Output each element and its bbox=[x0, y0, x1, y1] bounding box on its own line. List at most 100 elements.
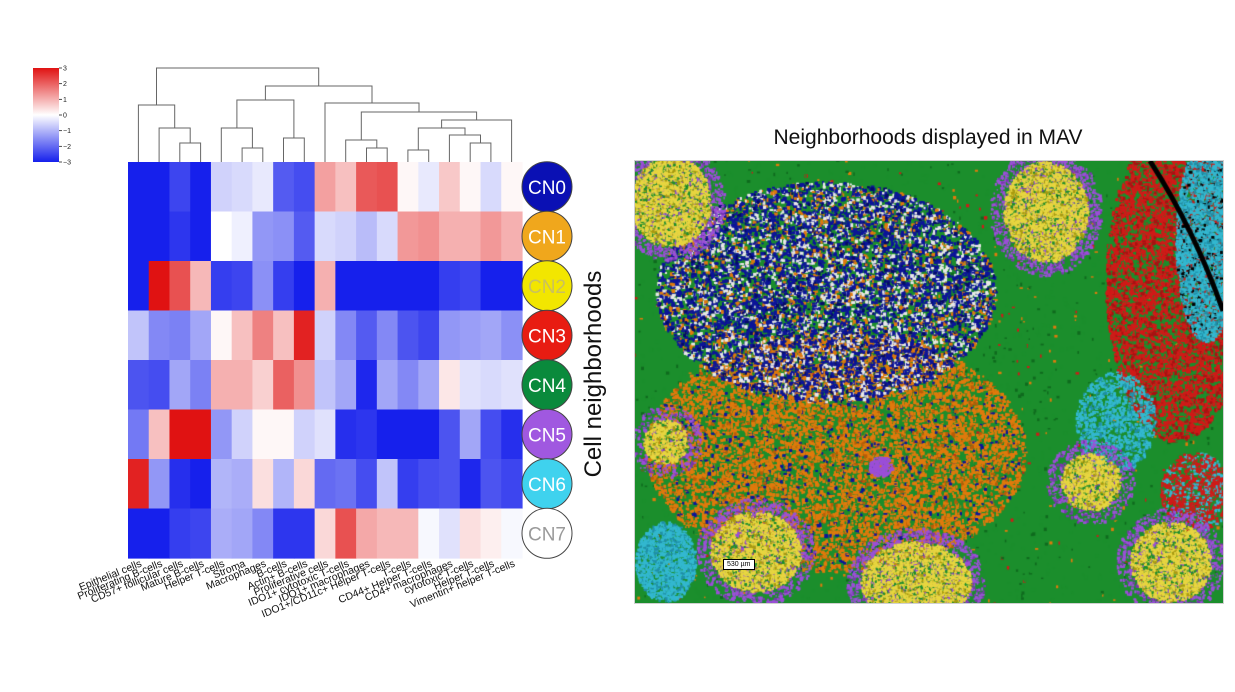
dendrogram-branch bbox=[137, 104, 176, 162]
dendrogram-branch bbox=[360, 111, 478, 140]
colorbar-gradient bbox=[33, 68, 59, 162]
heatmap-cell bbox=[273, 360, 295, 411]
row-label: CN2 bbox=[528, 277, 566, 298]
heatmap-cell bbox=[376, 459, 399, 510]
heatmap-cell bbox=[169, 310, 191, 361]
row-label: CN5 bbox=[528, 425, 566, 446]
heatmap-cell bbox=[210, 310, 233, 361]
heatmap-cell bbox=[459, 409, 482, 460]
heatmap-cell bbox=[293, 508, 316, 559]
colorbar-tick-label: 0 bbox=[63, 113, 67, 120]
heatmap-cell bbox=[459, 211, 482, 262]
dendrogram-branch bbox=[236, 99, 295, 138]
dendrogram-branch bbox=[469, 142, 492, 162]
dendrogram-branch bbox=[283, 137, 305, 162]
dendrogram-branch bbox=[366, 147, 388, 162]
row-label: CN3 bbox=[528, 326, 566, 347]
heatmap-cell bbox=[148, 459, 171, 510]
heatmap-cell bbox=[335, 459, 357, 510]
heatmap-cell bbox=[376, 360, 399, 411]
heatmap-cell bbox=[273, 261, 295, 312]
heatmap-cell bbox=[501, 162, 523, 213]
heatmap-cell bbox=[356, 360, 378, 411]
heatmap-cell bbox=[190, 459, 212, 510]
heatmap-cell bbox=[356, 162, 378, 213]
heatmap-cell bbox=[397, 459, 419, 510]
heatmap-cell bbox=[314, 261, 336, 312]
heatmap-cell bbox=[231, 261, 254, 312]
heatmap-cell bbox=[128, 360, 150, 411]
heatmap-cell bbox=[273, 409, 295, 460]
dendrogram-branch bbox=[441, 119, 513, 162]
heatmap-cell bbox=[501, 360, 523, 411]
heatmap-cell bbox=[335, 409, 357, 460]
heatmap-cell bbox=[335, 211, 357, 262]
heatmap-cell bbox=[210, 211, 233, 262]
heatmap-cell bbox=[397, 310, 419, 361]
heatmap-cell bbox=[314, 459, 336, 510]
heatmap-cell bbox=[459, 508, 482, 559]
heatmap-cell bbox=[376, 409, 399, 460]
heatmap-cell bbox=[501, 459, 523, 510]
heatmap-cell bbox=[210, 360, 233, 411]
heatmap-cell bbox=[501, 211, 523, 262]
dendrogram-branch bbox=[448, 134, 481, 162]
heatmap-cell bbox=[169, 360, 191, 411]
heatmap-cell bbox=[397, 508, 419, 559]
heatmap-cell bbox=[169, 261, 191, 312]
heatmap-cell bbox=[190, 360, 212, 411]
heatmap-cell bbox=[252, 459, 274, 510]
colorbar: 3 2 1 0 −1 −2 −3 bbox=[33, 66, 71, 167]
heatmap-cell bbox=[128, 459, 150, 510]
heatmap-cell bbox=[439, 409, 461, 460]
heatmap-cell bbox=[190, 409, 212, 460]
heatmap-cell bbox=[356, 211, 378, 262]
heatmap-cell bbox=[293, 162, 316, 213]
heatmap-cell bbox=[169, 211, 191, 262]
heatmap-cell bbox=[293, 211, 316, 262]
heatmap-cell bbox=[252, 211, 274, 262]
heatmap-cell bbox=[252, 360, 274, 411]
heatmap-cell bbox=[314, 409, 336, 460]
heatmap-cell bbox=[128, 508, 150, 559]
heatmap-cell bbox=[335, 360, 357, 411]
heatmap-cell bbox=[459, 459, 482, 510]
heatmap-cell bbox=[459, 162, 482, 213]
heatmap-cell bbox=[273, 459, 295, 510]
heatmap-cell bbox=[190, 211, 212, 262]
heatmap-cell bbox=[231, 310, 254, 361]
heatmap-cell bbox=[480, 360, 502, 411]
heatmap-cell bbox=[252, 409, 274, 460]
dendrogram-branch bbox=[158, 127, 191, 162]
column-dendrogram bbox=[137, 67, 513, 162]
row-label: CN1 bbox=[528, 227, 566, 248]
heatmap-cell bbox=[252, 310, 274, 361]
heatmap-cell bbox=[397, 211, 419, 262]
heatmap-cell bbox=[439, 310, 461, 361]
colorbar-tick-label: −2 bbox=[63, 144, 71, 151]
heatmap-cell bbox=[418, 508, 440, 559]
row-labels: CN0 CN1 CN2 CN3 CN4 CN5 CN6 CN7 bbox=[521, 161, 573, 559]
row-label: CN7 bbox=[528, 524, 566, 545]
heatmap-cell bbox=[335, 162, 357, 213]
colorbar-tick-label: 3 bbox=[63, 66, 67, 73]
heatmap-cell bbox=[480, 459, 502, 510]
heatmap-cell bbox=[376, 261, 399, 312]
heatmap-cell bbox=[148, 261, 171, 312]
heatmap-cell bbox=[293, 360, 316, 411]
heatmap-cell bbox=[418, 409, 440, 460]
heatmap-cell bbox=[501, 508, 523, 559]
heatmap-cell bbox=[210, 162, 233, 213]
heatmap-cell bbox=[148, 162, 171, 213]
heatmap-cell bbox=[148, 310, 171, 361]
row-label: CN4 bbox=[528, 376, 566, 397]
dendrogram-branch bbox=[417, 127, 466, 150]
colorbar-tick-label: 2 bbox=[63, 81, 67, 88]
dendrogram-branch bbox=[156, 67, 320, 105]
heatmap-cell bbox=[397, 409, 419, 460]
heatmap-cell bbox=[439, 261, 461, 312]
heatmap-cell bbox=[231, 409, 254, 460]
heatmap-cell bbox=[335, 310, 357, 361]
heatmap-cell bbox=[128, 409, 150, 460]
heatmap-cell bbox=[335, 261, 357, 312]
